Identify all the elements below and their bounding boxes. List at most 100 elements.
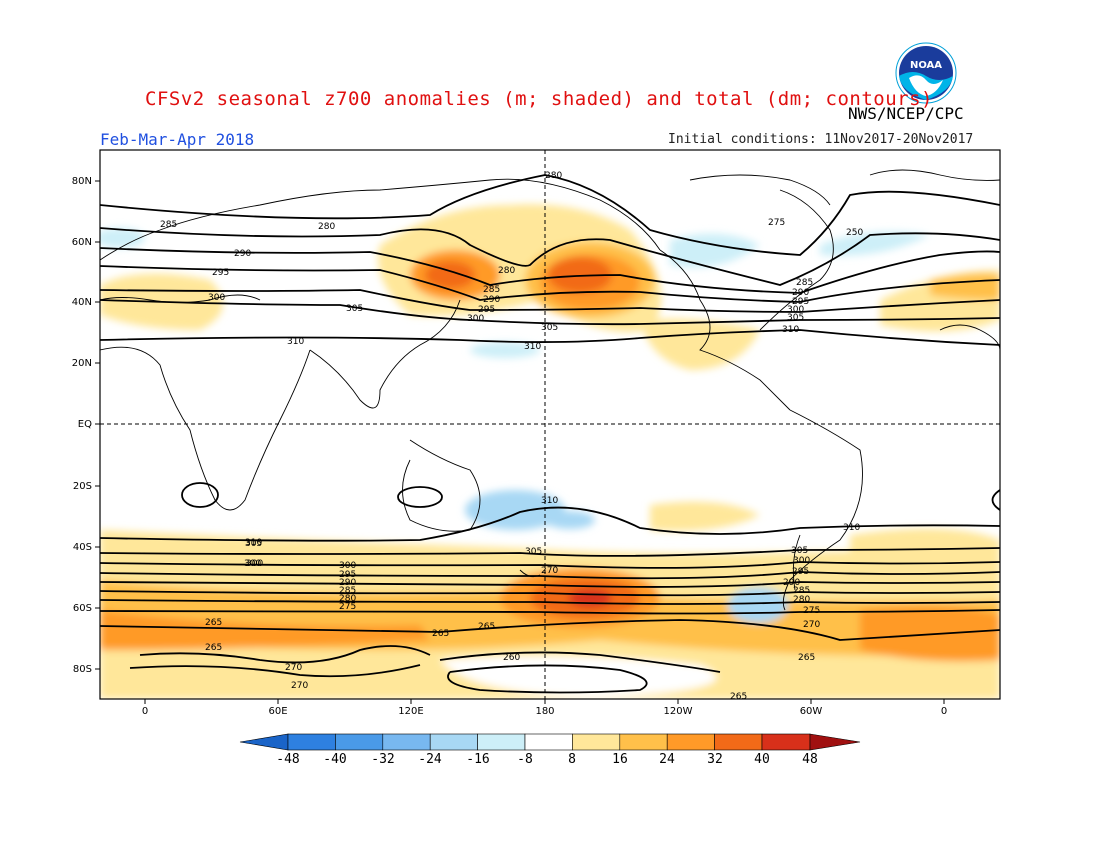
colorbar-arrow-right	[809, 733, 861, 751]
colorbar-swatch	[761, 733, 811, 751]
lat-tick-eq: EQ	[78, 419, 100, 430]
contour-label: 305	[787, 313, 804, 323]
colorbar-swatch	[572, 733, 621, 751]
contour-label: 265	[205, 643, 222, 653]
colorbar-label: 32	[707, 752, 723, 767]
contour-label: 295	[478, 305, 495, 315]
contour-label: 285	[796, 278, 813, 288]
colorbar-label: -40	[323, 752, 346, 767]
contour-label: 265	[432, 629, 449, 639]
contour-label: 290	[483, 295, 500, 305]
svg-text:60N: 60N	[72, 237, 92, 248]
lat-tick-20n: 20N	[72, 358, 100, 369]
svg-text:60W: 60W	[800, 706, 823, 717]
contour-label: 270	[285, 663, 302, 673]
lat-tick-40s: 40S	[73, 542, 100, 553]
lat-tick-40n: 40N	[72, 297, 100, 308]
svg-text:80N: 80N	[72, 176, 92, 187]
contour-label: 300	[246, 559, 263, 569]
contour-label: 305	[791, 546, 808, 556]
svg-text:20N: 20N	[72, 358, 92, 369]
svg-text:40N: 40N	[72, 297, 92, 308]
svg-text:180: 180	[535, 706, 554, 717]
colorbar-label: 8	[568, 752, 576, 767]
lon-tick-60w: 60W	[800, 699, 823, 717]
svg-text:120E: 120E	[398, 706, 423, 717]
contour-label: 265	[798, 653, 815, 663]
colorbar-arrow-left	[239, 733, 289, 751]
contour-label: 280	[793, 595, 810, 605]
lat-tick-80n: 80N	[72, 176, 100, 187]
contour-label: 280	[318, 222, 335, 232]
contour-label: 295	[212, 268, 229, 278]
lat-axis: 80N 60N 40N 20N EQ 20S 40S 60S 80S	[72, 176, 100, 675]
colorbar-swatch	[666, 733, 715, 751]
lon-tick-0-right: 0	[941, 699, 947, 717]
svg-text:0: 0	[941, 706, 947, 717]
lon-tick-0: 0	[142, 699, 148, 717]
contour-label: 310	[245, 538, 262, 548]
colorbar-swatch	[335, 733, 384, 751]
contour-label: 300	[793, 556, 810, 566]
contour-label: 290	[792, 288, 809, 298]
lat-tick-60n: 60N	[72, 237, 100, 248]
contour-label: 305	[525, 547, 542, 557]
colorbar-swatch	[382, 733, 431, 751]
contour-label: 300	[467, 314, 484, 324]
forecast-period: Feb-Mar-Apr 2018	[100, 130, 255, 149]
contour-label: 300	[787, 305, 804, 315]
contour-label: 270	[803, 620, 820, 630]
contour-label: 285	[483, 285, 500, 295]
lat-tick-80s: 80S	[73, 664, 100, 675]
contour-label: 275	[768, 218, 785, 228]
svg-text:80S: 80S	[73, 664, 92, 675]
contour-label: 310	[843, 523, 860, 533]
contour-label: 285	[339, 586, 356, 596]
contour-label: 305	[346, 304, 363, 314]
svg-text:40S: 40S	[73, 542, 92, 553]
colorbar-swatch	[619, 733, 668, 751]
contour-label: 290	[783, 578, 800, 588]
contour-label: 270	[291, 681, 308, 691]
height-contours	[100, 174, 1000, 694]
agency-label: NWS/NCEP/CPC	[848, 104, 964, 123]
contour-label: 280	[498, 266, 515, 276]
contour-label: 265	[205, 618, 222, 628]
contour-label: 310	[524, 342, 541, 352]
colorbar-swatch	[429, 733, 478, 751]
svg-text:120W: 120W	[664, 706, 693, 717]
contour-label: 285	[793, 586, 810, 596]
lat-tick-60s: 60S	[73, 603, 100, 614]
svg-text:0: 0	[142, 706, 148, 717]
svg-text:20S: 20S	[73, 481, 92, 492]
colorbar-swatch	[714, 733, 763, 751]
contour-label: 295	[792, 297, 809, 307]
lon-axis: 0 60E 120E 180 120W 60W 0	[142, 699, 947, 717]
colorbar-swatch	[524, 733, 573, 751]
initial-conditions: Initial conditions: 11Nov2017-20Nov2017	[668, 132, 974, 147]
colorbar-label: -16	[466, 752, 489, 767]
svg-text:60E: 60E	[268, 706, 287, 717]
contour-label: 285	[160, 220, 177, 230]
contour-label: 270	[541, 566, 558, 576]
colorbar-label: 24	[659, 752, 675, 767]
colorbar-label: 40	[754, 752, 770, 767]
contour-label: 290	[234, 249, 251, 259]
contour-label: 260	[503, 653, 520, 663]
contour-label: 310	[541, 496, 558, 506]
contour-label: 305	[245, 539, 262, 549]
contour-label: 300	[244, 559, 261, 569]
svg-text:EQ: EQ	[78, 419, 92, 430]
contour-label: 280	[545, 171, 562, 181]
lat-tick-20s: 20S	[73, 481, 100, 492]
noaa-logo: NOAA	[895, 42, 957, 104]
contour-label: 290	[339, 578, 356, 588]
colorbar-label: 48	[802, 752, 818, 767]
lon-tick-60e: 60E	[268, 699, 288, 717]
contour-label: 300	[339, 561, 356, 571]
contour-label: 295	[339, 570, 356, 580]
contour-label: 275	[803, 606, 820, 616]
contour-label: 265	[730, 692, 747, 702]
colorbar-label: -8	[517, 752, 533, 767]
